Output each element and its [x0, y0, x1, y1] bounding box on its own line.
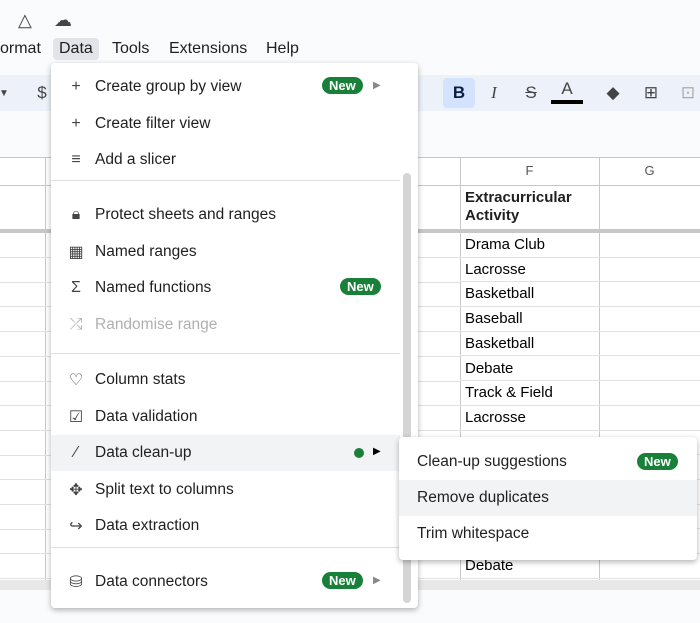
menu-item-label: Remove duplicates: [417, 489, 549, 506]
menu-divider: [51, 180, 400, 181]
merge-cells-icon[interactable]: ⊡: [680, 83, 696, 102]
cell-f[interactable]: Baseball: [460, 307, 700, 332]
menu-item-randomise-range: ⤮ Randomise range: [51, 307, 400, 343]
plus-icon: +: [71, 78, 81, 95]
menu-item-label: Data clean-up: [95, 444, 192, 461]
cell-f[interactable]: Lacrosse: [460, 258, 700, 283]
menu-item-cleanup-suggestions[interactable]: Clean-up suggestions New: [399, 444, 697, 480]
add-to-drive-icon[interactable]: △: [18, 10, 32, 30]
extract-icon: ↪: [69, 518, 83, 535]
menu-item-label: Data validation: [95, 408, 198, 425]
submenu-arrow-icon: ▶: [373, 446, 381, 457]
filter-icon: ≡: [71, 151, 81, 168]
menu-item-label: Protect sheets and ranges: [95, 206, 276, 223]
strikethrough-button[interactable]: S: [525, 83, 537, 102]
menu-data[interactable]: Data: [53, 38, 99, 60]
data-cleanup-submenu: Clean-up suggestions New Remove duplicate…: [399, 437, 697, 560]
validation-icon: ☑: [68, 409, 84, 426]
menu-item-label: Trim whitespace: [417, 525, 530, 542]
menu-item-remove-duplicates[interactable]: Remove duplicates: [399, 480, 697, 516]
split-icon: ✥: [69, 482, 83, 499]
cell-f[interactable]: Debate: [460, 554, 700, 579]
menu-tools[interactable]: Tools: [112, 40, 150, 57]
database-icon: ⛁: [69, 574, 83, 591]
menu-divider: [51, 547, 400, 548]
cloud-saved-icon: ☁: [54, 10, 72, 30]
menu-item-data-clean-up[interactable]: ⁄ Data clean-up ▶: [51, 435, 400, 471]
currency-button[interactable]: $: [37, 83, 47, 102]
menu-item-trim-whitespace[interactable]: Trim whitespace: [399, 516, 697, 552]
header-cell[interactable]: Extracurricular Activity: [465, 189, 572, 224]
fill-color-icon[interactable]: ◆: [606, 83, 620, 102]
menu-item-data-connectors[interactable]: ⛁ Data connectors New ▶: [51, 564, 400, 600]
menu-item-protect-sheets-and-ranges[interactable]: 🔒︎ Protect sheets and ranges: [51, 197, 400, 233]
submenu-arrow-icon: ▶: [373, 80, 381, 91]
menu-item-label: Named functions: [95, 279, 212, 296]
menu-item-label: Create filter view: [95, 115, 211, 132]
menu-item-label: Column stats: [95, 371, 186, 388]
new-badge: New: [637, 453, 678, 470]
menu-item-add-a-slicer[interactable]: ≡ Add a slicer: [51, 142, 400, 178]
bold-button[interactable]: B: [443, 78, 475, 108]
text-color-button[interactable]: A: [551, 78, 583, 104]
column-header-f[interactable]: F: [525, 163, 534, 178]
borders-icon[interactable]: ⊞: [643, 83, 659, 102]
sigma-icon: Σ: [71, 279, 81, 296]
magic-wand-icon: ⁄: [74, 444, 78, 461]
cell-f[interactable]: Basketball: [460, 332, 700, 357]
menu-item-create-group-by-view[interactable]: + Create group by view New ▶: [51, 69, 400, 105]
menu-item-label: Split text to columns: [95, 481, 234, 498]
menu-scrollbar[interactable]: [403, 173, 411, 603]
menu-divider: [51, 353, 400, 354]
menu-item-label: Randomise range: [95, 316, 218, 333]
italic-button[interactable]: I: [491, 83, 497, 102]
table-icon: ▦: [68, 244, 84, 261]
menu-extensions[interactable]: Extensions: [169, 40, 248, 57]
new-badge: New: [322, 77, 363, 94]
menu-item-data-validation[interactable]: ☑ Data validation: [51, 399, 400, 435]
cell-f[interactable]: Basketball: [460, 282, 700, 308]
new-badge: New: [322, 572, 363, 589]
cell-f[interactable]: Lacrosse: [460, 406, 700, 431]
menu-item-label: Data connectors: [95, 573, 208, 590]
data-menu: + Create group by view New ▶ + Create filter …: [51, 63, 418, 608]
lock-icon: 🔒︎: [71, 206, 81, 223]
menu-item-label: Clean-up suggestions: [417, 453, 567, 470]
menu-item-label: Add a slicer: [95, 151, 176, 168]
shuffle-icon: ⤮: [69, 316, 83, 333]
menu-item-column-stats[interactable]: ♡ Column stats: [51, 362, 400, 398]
dropdown-icon[interactable]: ▼: [0, 87, 9, 99]
notification-dot: [354, 448, 364, 458]
new-badge: New: [340, 278, 381, 295]
plus-icon: +: [71, 115, 81, 132]
menu-item-split-text-to-columns[interactable]: ✥ Split text to columns: [51, 472, 400, 508]
menu-item-label: Create group by view: [95, 78, 242, 95]
menu-help[interactable]: Help: [266, 40, 299, 57]
cell-f[interactable]: Track & Field: [460, 381, 700, 406]
column-header-g[interactable]: G: [644, 163, 655, 178]
lightbulb-icon: ♡: [68, 372, 84, 389]
cell-f[interactable]: Debate: [460, 357, 700, 382]
menu-item-named-ranges[interactable]: ▦ Named ranges: [51, 234, 400, 270]
submenu-arrow-icon: ▶: [373, 575, 381, 586]
menu-item-create-filter-view[interactable]: + Create filter view: [51, 106, 400, 142]
menu-item-label: Data extraction: [95, 517, 200, 534]
menu-format[interactable]: ormat: [0, 40, 41, 57]
menu-item-named-functions[interactable]: Σ Named functions New: [51, 270, 400, 306]
cell-f[interactable]: Drama Club: [460, 233, 700, 258]
menu-item-data-extraction[interactable]: ↪ Data extraction: [51, 508, 400, 544]
menu-item-label: Named ranges: [95, 243, 197, 260]
